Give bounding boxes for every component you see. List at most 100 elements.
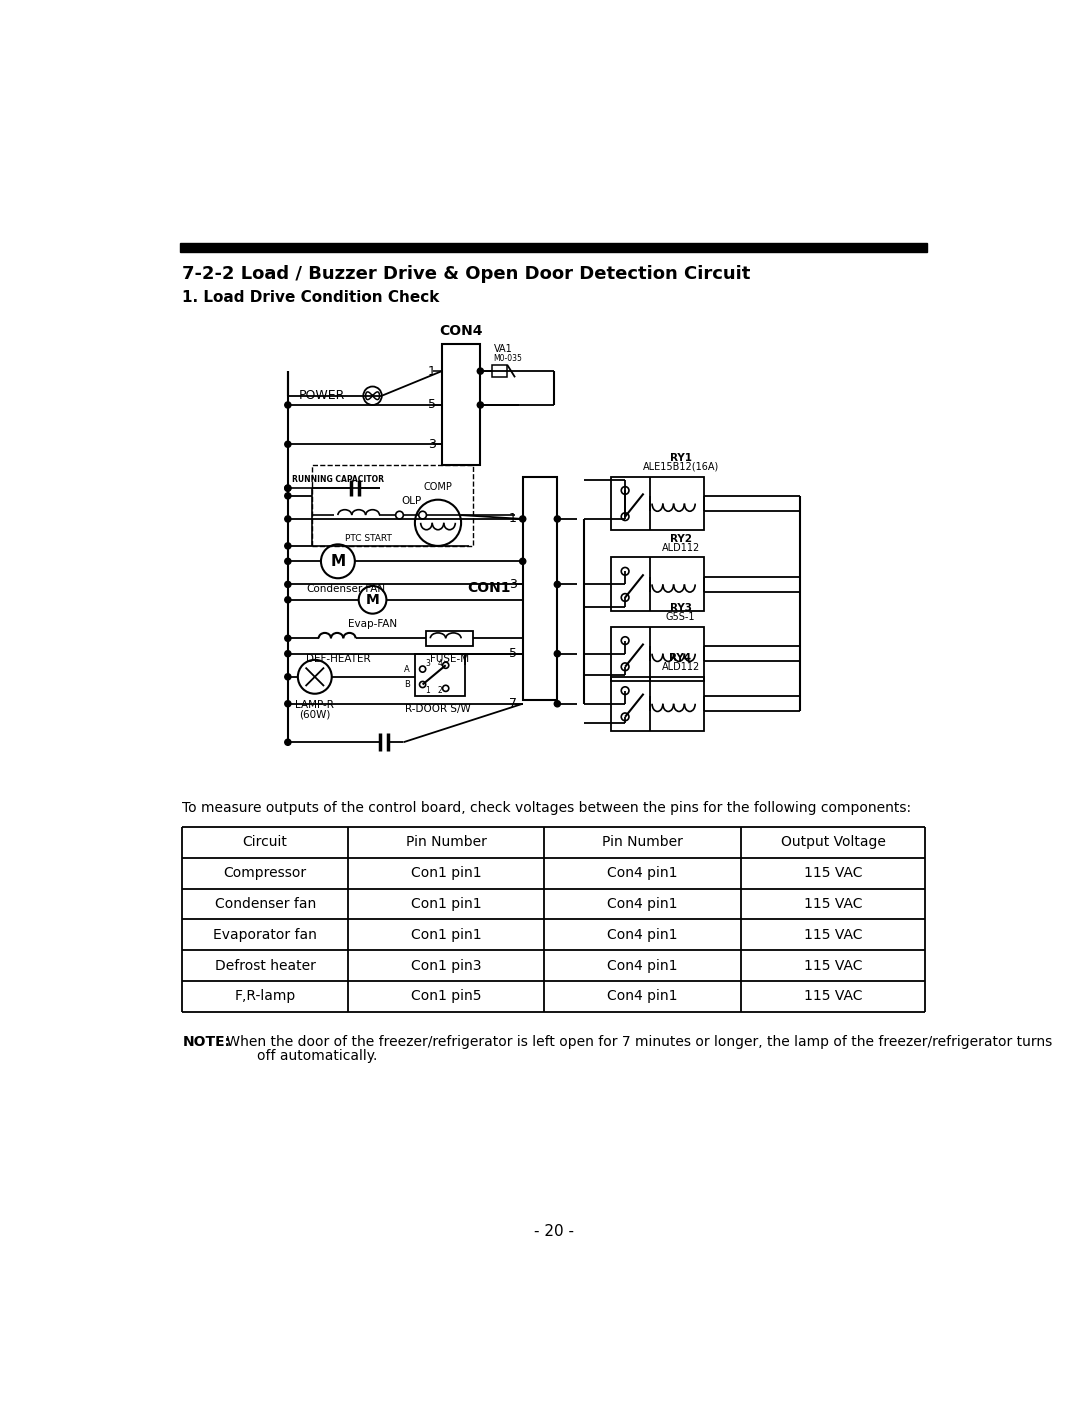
Text: CON4: CON4 bbox=[440, 325, 483, 339]
Circle shape bbox=[285, 493, 291, 499]
Text: Condenser fan: Condenser fan bbox=[215, 896, 315, 910]
Text: Circuit: Circuit bbox=[243, 836, 287, 850]
Text: 4: 4 bbox=[437, 659, 443, 669]
Circle shape bbox=[285, 485, 291, 492]
Circle shape bbox=[285, 485, 291, 492]
Circle shape bbox=[285, 651, 291, 656]
Circle shape bbox=[554, 582, 561, 587]
Text: 115 VAC: 115 VAC bbox=[804, 989, 862, 1003]
Text: When the door of the freezer/refrigerator is left open for 7 minutes or longer, : When the door of the freezer/refrigerato… bbox=[222, 1035, 1053, 1050]
Text: 115 VAC: 115 VAC bbox=[804, 927, 862, 941]
Text: G5S-1: G5S-1 bbox=[665, 613, 696, 622]
Text: 115 VAC: 115 VAC bbox=[804, 958, 862, 972]
Text: ALD112: ALD112 bbox=[661, 542, 700, 552]
Text: Compressor: Compressor bbox=[224, 865, 307, 880]
Text: COMP: COMP bbox=[423, 482, 453, 492]
Text: 1: 1 bbox=[428, 365, 435, 378]
Text: 2: 2 bbox=[437, 686, 443, 695]
Text: F,R-lamp: F,R-lamp bbox=[234, 989, 296, 1003]
Text: VA1: VA1 bbox=[494, 344, 512, 354]
Circle shape bbox=[285, 597, 291, 603]
Text: B: B bbox=[404, 680, 410, 688]
Text: Con1 pin5: Con1 pin5 bbox=[410, 989, 482, 1003]
Circle shape bbox=[477, 368, 484, 374]
Text: NOTE:: NOTE: bbox=[183, 1035, 230, 1050]
Text: Con1 pin3: Con1 pin3 bbox=[410, 958, 482, 972]
Bar bbox=[427, 631, 473, 646]
Text: 3: 3 bbox=[428, 438, 435, 451]
Text: - 20 -: - 20 - bbox=[534, 1224, 573, 1239]
Text: Condenser-FAN: Condenser-FAN bbox=[306, 584, 386, 594]
Text: CON1: CON1 bbox=[468, 582, 511, 596]
Circle shape bbox=[285, 674, 291, 680]
Text: To measure outputs of the control board, check voltages between the pins for the: To measure outputs of the control board,… bbox=[183, 801, 912, 815]
Text: Con1 pin1: Con1 pin1 bbox=[410, 927, 482, 941]
Circle shape bbox=[285, 701, 291, 707]
Circle shape bbox=[477, 402, 484, 407]
Text: RY3: RY3 bbox=[670, 603, 691, 613]
Text: R-DOOR S/W: R-DOOR S/W bbox=[405, 704, 471, 714]
Text: off automatically.: off automatically. bbox=[222, 1048, 378, 1062]
Text: (60W): (60W) bbox=[299, 710, 330, 719]
Text: FUSE-M: FUSE-M bbox=[430, 653, 469, 663]
Bar bbox=[491, 365, 508, 378]
Text: ALD112: ALD112 bbox=[661, 662, 700, 672]
Circle shape bbox=[285, 582, 291, 587]
Text: RY4: RY4 bbox=[670, 653, 691, 663]
Text: M: M bbox=[366, 593, 379, 607]
Text: Con4 pin1: Con4 pin1 bbox=[607, 896, 677, 910]
Text: 115 VAC: 115 VAC bbox=[804, 896, 862, 910]
Text: 1: 1 bbox=[426, 686, 430, 695]
Text: Con4 pin1: Con4 pin1 bbox=[607, 958, 677, 972]
Bar bbox=[611, 558, 704, 611]
Text: 3: 3 bbox=[509, 577, 516, 592]
Text: M: M bbox=[330, 554, 346, 569]
Text: RY1: RY1 bbox=[670, 452, 691, 462]
Text: 3: 3 bbox=[426, 659, 431, 669]
Bar bbox=[415, 653, 465, 695]
Text: OLP: OLP bbox=[401, 496, 421, 506]
Text: Con4 pin1: Con4 pin1 bbox=[607, 865, 677, 880]
Text: Pin Number: Pin Number bbox=[406, 836, 486, 850]
Text: RY2: RY2 bbox=[670, 534, 691, 544]
Circle shape bbox=[285, 542, 291, 549]
Text: Output Voltage: Output Voltage bbox=[781, 836, 886, 850]
Text: DEF-HEATER: DEF-HEATER bbox=[306, 653, 370, 663]
Text: Pin Number: Pin Number bbox=[602, 836, 683, 850]
Circle shape bbox=[285, 402, 291, 407]
Text: 5: 5 bbox=[428, 399, 435, 412]
Text: 1. Load Drive Condition Check: 1. Load Drive Condition Check bbox=[183, 291, 440, 305]
Circle shape bbox=[519, 516, 526, 523]
Circle shape bbox=[519, 558, 526, 565]
Circle shape bbox=[285, 441, 291, 447]
Text: PTC START: PTC START bbox=[346, 534, 392, 542]
Text: 115 VAC: 115 VAC bbox=[804, 865, 862, 880]
Bar bbox=[611, 627, 704, 680]
Text: Con4 pin1: Con4 pin1 bbox=[607, 989, 677, 1003]
Text: 1: 1 bbox=[509, 513, 516, 525]
Text: RUNNING CAPACITOR: RUNNING CAPACITOR bbox=[292, 475, 383, 485]
Text: LAMP-R: LAMP-R bbox=[295, 700, 334, 710]
Text: A: A bbox=[404, 665, 410, 673]
Circle shape bbox=[285, 516, 291, 523]
Text: Con1 pin1: Con1 pin1 bbox=[410, 896, 482, 910]
Circle shape bbox=[554, 701, 561, 707]
Circle shape bbox=[554, 516, 561, 523]
Text: Evap-FAN: Evap-FAN bbox=[348, 620, 397, 629]
Bar bbox=[611, 677, 704, 731]
Circle shape bbox=[554, 651, 561, 656]
Circle shape bbox=[285, 739, 291, 745]
Text: Evaporator fan: Evaporator fan bbox=[213, 927, 318, 941]
Text: POWER: POWER bbox=[299, 389, 346, 402]
Bar bbox=[442, 344, 481, 465]
Text: 7: 7 bbox=[509, 697, 516, 711]
Text: 7-2-2 Load / Buzzer Drive & Open Door Detection Circuit: 7-2-2 Load / Buzzer Drive & Open Door De… bbox=[183, 266, 751, 282]
Text: Con4 pin1: Con4 pin1 bbox=[607, 927, 677, 941]
Bar bbox=[523, 476, 557, 700]
Text: Defrost heater: Defrost heater bbox=[215, 958, 315, 972]
Bar bbox=[611, 476, 704, 531]
Circle shape bbox=[285, 635, 291, 641]
Text: 5: 5 bbox=[509, 648, 516, 660]
Text: Con1 pin1: Con1 pin1 bbox=[410, 865, 482, 880]
Circle shape bbox=[285, 558, 291, 565]
